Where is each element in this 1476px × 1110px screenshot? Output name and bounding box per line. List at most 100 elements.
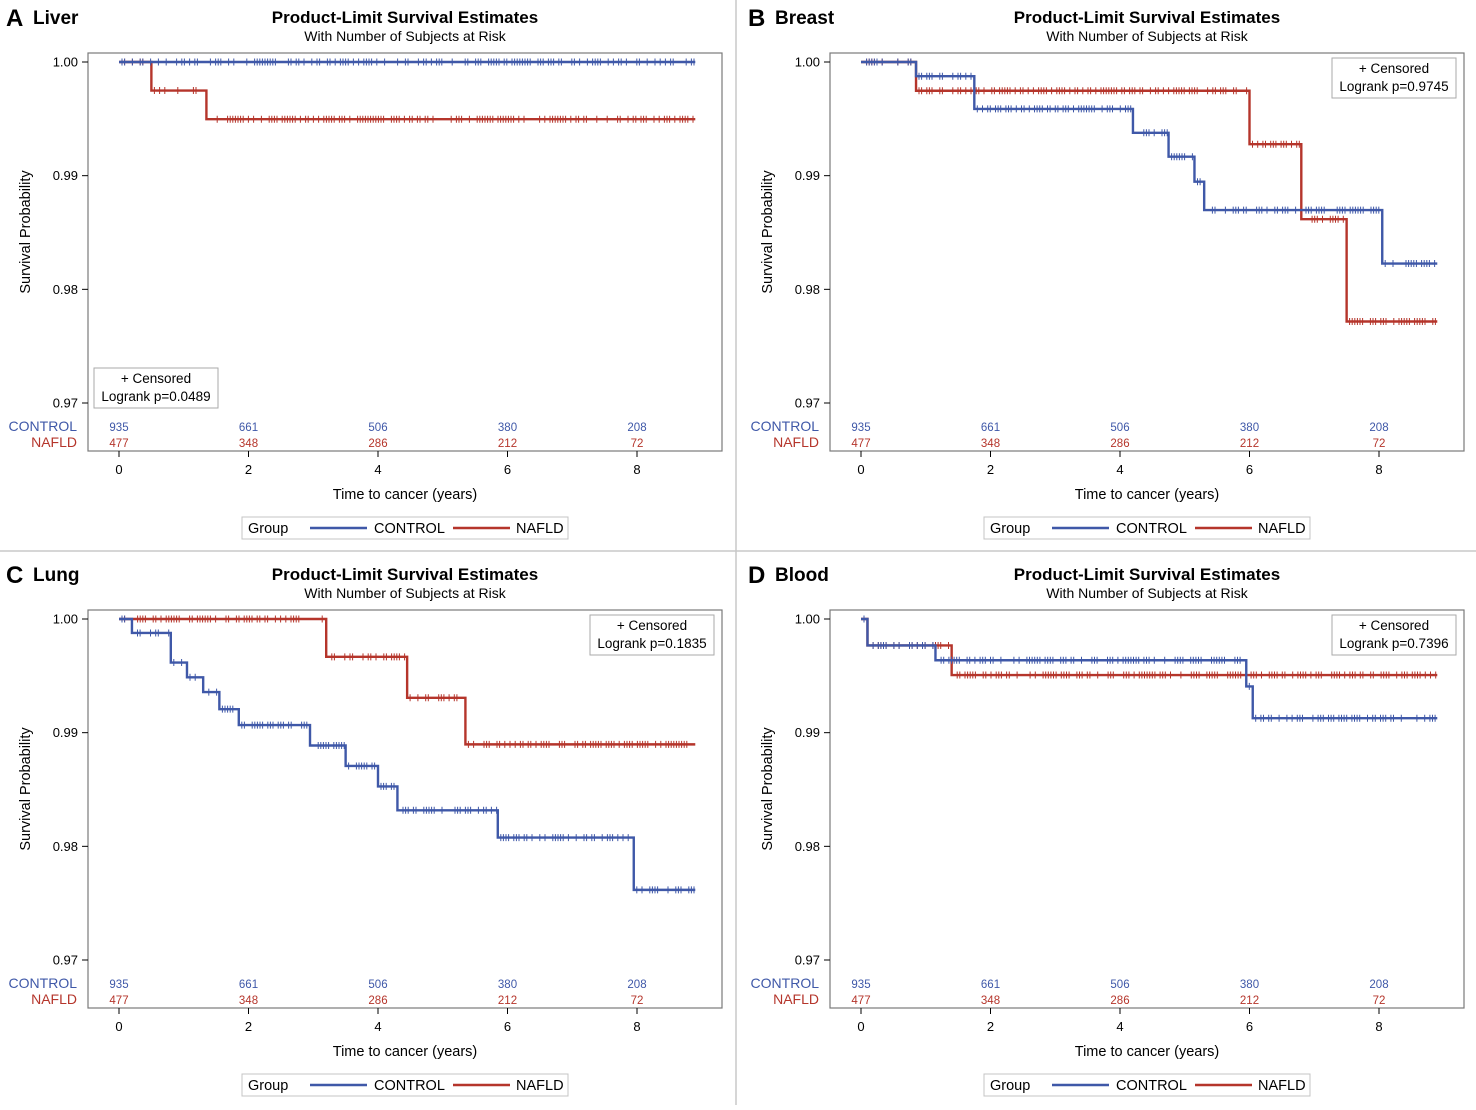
panel-letter: B bbox=[748, 5, 765, 32]
plot-frame bbox=[829, 609, 1465, 1009]
risk-count: 477 bbox=[109, 438, 128, 450]
chart-subtitle: With Number of Subjects at Risk bbox=[304, 28, 507, 44]
series-line-control bbox=[861, 60, 1438, 265]
risk-count: 208 bbox=[627, 422, 646, 434]
risk-row-label: CONTROL bbox=[751, 975, 820, 991]
x-tick-label: 8 bbox=[1375, 462, 1382, 477]
risk-count: 661 bbox=[981, 979, 1000, 991]
risk-count: 935 bbox=[109, 422, 128, 434]
risk-row-label: CONTROL bbox=[9, 418, 78, 434]
censor-marks-control bbox=[863, 615, 1436, 722]
panel-name: Liver bbox=[33, 8, 79, 29]
risk-count: 380 bbox=[498, 979, 517, 991]
plot-frame bbox=[87, 609, 723, 1009]
risk-row-label: NAFLD bbox=[31, 991, 77, 1007]
chart-title: Product-Limit Survival Estimates bbox=[1014, 565, 1280, 584]
y-tick-label: 0.98 bbox=[53, 282, 78, 297]
x-tick-label: 6 bbox=[1246, 462, 1253, 477]
x-tick-label: 8 bbox=[1375, 1019, 1382, 1034]
y-tick-label: 0.98 bbox=[795, 282, 820, 297]
chart-title: Product-Limit Survival Estimates bbox=[1014, 8, 1280, 27]
risk-count: 380 bbox=[498, 422, 517, 434]
chart-subtitle: With Number of Subjects at Risk bbox=[304, 585, 507, 601]
y-tick-label: 0.99 bbox=[795, 168, 820, 183]
risk-count: 72 bbox=[1373, 995, 1386, 1007]
chart-subtitle: With Number of Subjects at Risk bbox=[1046, 28, 1249, 44]
censor-marks-control bbox=[866, 58, 1436, 267]
risk-count: 348 bbox=[239, 995, 258, 1007]
risk-count: 506 bbox=[368, 979, 387, 991]
risk-count: 477 bbox=[851, 995, 870, 1007]
risk-row-label: NAFLD bbox=[773, 434, 819, 450]
stats-box bbox=[1331, 614, 1457, 656]
risk-row-label: CONTROL bbox=[751, 418, 820, 434]
legend-box bbox=[983, 1073, 1311, 1097]
chart-title: Product-Limit Survival Estimates bbox=[272, 565, 538, 584]
risk-count: 380 bbox=[1240, 979, 1259, 991]
x-tick-label: 2 bbox=[245, 462, 252, 477]
y-tick-label: 0.98 bbox=[795, 839, 820, 854]
x-tick-label: 4 bbox=[1116, 1019, 1123, 1034]
x-axis-label: Time to cancer (years) bbox=[333, 1044, 478, 1060]
legend-title: Group bbox=[248, 1078, 288, 1094]
risk-count: 506 bbox=[368, 422, 387, 434]
risk-count: 348 bbox=[981, 995, 1000, 1007]
x-tick-label: 8 bbox=[633, 1019, 640, 1034]
censor-marks-control bbox=[121, 615, 695, 894]
risk-count: 348 bbox=[981, 438, 1000, 450]
legend-label-control: CONTROL bbox=[1116, 1078, 1187, 1094]
legend-box bbox=[241, 516, 569, 540]
y-tick-label: 0.98 bbox=[53, 839, 78, 854]
risk-count: 348 bbox=[239, 438, 258, 450]
x-axis-label: Time to cancer (years) bbox=[333, 487, 478, 503]
legend-title: Group bbox=[990, 521, 1030, 537]
risk-count: 935 bbox=[851, 979, 870, 991]
logrank-label: Logrank p=0.1835 bbox=[597, 636, 706, 651]
risk-count: 477 bbox=[851, 438, 870, 450]
risk-count: 506 bbox=[1110, 979, 1129, 991]
legend-label-nafld: NAFLD bbox=[516, 1078, 564, 1094]
chart-subtitle: With Number of Subjects at Risk bbox=[1046, 585, 1249, 601]
legend-title: Group bbox=[248, 521, 288, 537]
x-axis-label: Time to cancer (years) bbox=[1075, 1044, 1220, 1060]
risk-count: 286 bbox=[1110, 438, 1129, 450]
legend: Group CONTROL NAFLD bbox=[241, 516, 569, 540]
legend-label-nafld: NAFLD bbox=[1258, 521, 1306, 537]
panel-blood: D Blood Product-Limit Survival EstimatesWi… bbox=[748, 562, 1465, 1097]
logrank-label: Logrank p=0.9745 bbox=[1339, 79, 1448, 94]
risk-count: 935 bbox=[109, 979, 128, 991]
censored-label: + Censored bbox=[121, 371, 191, 386]
series-line-nafld bbox=[119, 617, 696, 746]
y-tick-label: 1.00 bbox=[53, 612, 78, 627]
x-tick-label: 4 bbox=[374, 462, 381, 477]
legend-box bbox=[241, 1073, 569, 1097]
series-line-control bbox=[861, 617, 1438, 720]
series-line-nafld bbox=[861, 60, 1438, 323]
legend-label-nafld: NAFLD bbox=[1258, 1078, 1306, 1094]
legend-label-nafld: NAFLD bbox=[516, 521, 564, 537]
risk-count: 72 bbox=[1373, 438, 1386, 450]
censor-marks-nafld bbox=[121, 58, 694, 123]
y-tick-label: 0.99 bbox=[795, 725, 820, 740]
y-tick-label: 0.99 bbox=[53, 725, 78, 740]
risk-count: 72 bbox=[631, 995, 644, 1007]
x-tick-label: 6 bbox=[504, 462, 511, 477]
censored-label: + Censored bbox=[1359, 618, 1429, 633]
series-line-nafld bbox=[119, 60, 696, 121]
logrank-label: Logrank p=0.7396 bbox=[1339, 636, 1448, 651]
risk-count: 661 bbox=[981, 422, 1000, 434]
x-tick-label: 0 bbox=[115, 462, 122, 477]
x-tick-label: 0 bbox=[857, 1019, 864, 1034]
plot-frame bbox=[829, 52, 1465, 452]
x-axis-label: Time to cancer (years) bbox=[1075, 487, 1220, 503]
x-tick-label: 0 bbox=[857, 462, 864, 477]
risk-count: 212 bbox=[1240, 438, 1259, 450]
risk-count: 208 bbox=[1369, 422, 1388, 434]
risk-row-label: NAFLD bbox=[31, 434, 77, 450]
censored-label: + Censored bbox=[1359, 61, 1429, 76]
legend-box bbox=[983, 516, 1311, 540]
y-axis-label: Survival Probability bbox=[760, 170, 776, 294]
legend: Group CONTROL NAFLD bbox=[983, 516, 1311, 540]
